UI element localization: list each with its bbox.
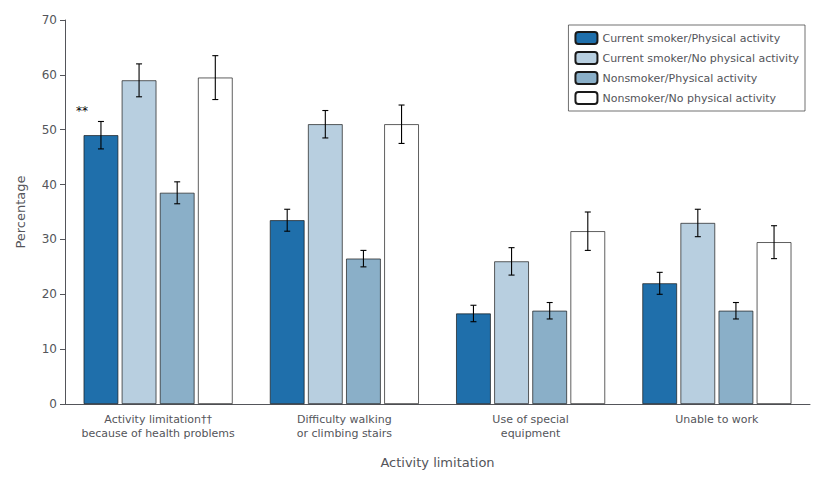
- svg-text:50: 50: [42, 123, 57, 137]
- svg-text:**: **: [76, 104, 88, 118]
- svg-text:40: 40: [42, 178, 57, 192]
- svg-text:30: 30: [42, 232, 57, 246]
- svg-text:Nonsmoker/No physical activity: Nonsmoker/No physical activity: [602, 92, 776, 105]
- svg-text:10: 10: [42, 342, 57, 356]
- svg-text:60: 60: [42, 68, 57, 82]
- svg-text:Difficulty walking: Difficulty walking: [297, 413, 392, 426]
- svg-text:20: 20: [42, 287, 57, 301]
- svg-text:Current smoker/Physical activi: Current smoker/Physical activity: [602, 32, 780, 45]
- svg-text:0: 0: [49, 397, 57, 411]
- svg-text:Unable to work: Unable to work: [675, 413, 759, 426]
- svg-text:equipment: equipment: [501, 427, 561, 440]
- svg-text:because of health problems: because of health problems: [82, 427, 235, 440]
- svg-text:Nonsmoker/Physical activity: Nonsmoker/Physical activity: [602, 72, 757, 85]
- svg-text:70: 70: [42, 13, 57, 27]
- svg-text:or climbing stairs: or climbing stairs: [297, 427, 392, 440]
- svg-text:Activity limitation††: Activity limitation††: [104, 413, 212, 426]
- svg-text:Activity limitation: Activity limitation: [380, 455, 494, 470]
- svg-text:Use of special: Use of special: [492, 413, 569, 426]
- svg-text:Current smoker/No physical act: Current smoker/No physical activity: [602, 52, 799, 65]
- svg-text:Percentage: Percentage: [13, 175, 28, 248]
